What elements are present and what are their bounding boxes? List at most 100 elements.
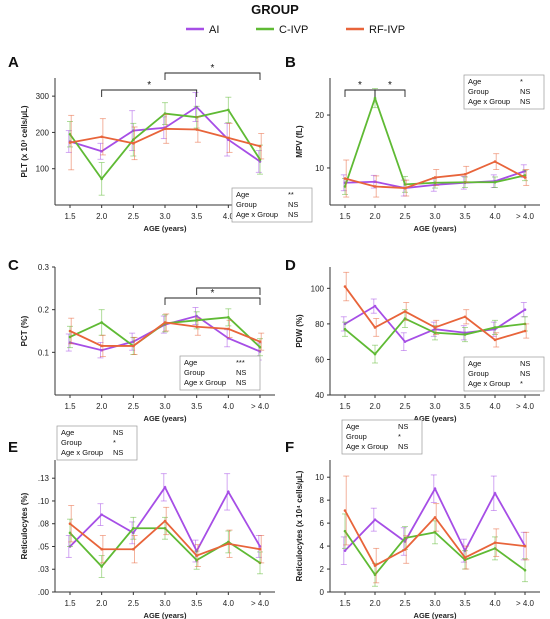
x-tick-label: > 4.0: [251, 599, 270, 608]
x-tick-label: 2.5: [128, 402, 140, 411]
x-tick-label: 3.0: [159, 212, 171, 221]
data-point: [523, 568, 527, 572]
stats-box: [179, 355, 261, 391]
y-tick-label: .13: [38, 474, 50, 483]
significance-mark: *: [358, 80, 362, 91]
data-point: [163, 526, 167, 530]
significance-mark: *: [147, 80, 151, 91]
stats-label: Age: [468, 77, 481, 86]
stats-label: Group: [184, 368, 205, 377]
data-point: [433, 176, 437, 179]
stats-label: Age x Group: [236, 210, 278, 219]
stats-value: NS: [288, 210, 298, 219]
x-tick-label: 3.0: [159, 402, 171, 411]
data-point: [195, 554, 198, 557]
x-tick-label: 4.0: [489, 402, 501, 411]
y-tick-label: 200: [36, 128, 50, 137]
data-point: [463, 315, 467, 319]
y-axis-label: PLT (x 10³ cells/µL): [20, 105, 29, 177]
series-rf-ivp: [343, 475, 530, 584]
data-point: [68, 329, 72, 333]
data-point: [403, 340, 407, 343]
series-rf-ivp: [68, 113, 265, 171]
y-axis-label: MPV (fL): [295, 125, 304, 158]
panel-letter: C: [8, 257, 19, 274]
significance-mark: *: [211, 288, 215, 299]
legend-label-rf-ivp: RF-IVP: [369, 24, 405, 36]
stats-value: *: [113, 438, 116, 447]
significance-bracket: [164, 297, 261, 305]
significance-bracket: [196, 287, 261, 295]
data-point: [373, 352, 377, 356]
data-point: [163, 519, 167, 523]
x-tick-label: 2.5: [399, 599, 411, 608]
data-point: [258, 345, 262, 349]
data-point: [227, 540, 230, 544]
panel-C: C 0.1 0.2 0.3 1.5 2.0 2.5 3.0 3.5 4.0 > 4.0 AGE (ye…: [8, 257, 275, 423]
stats-value: NS: [113, 428, 123, 437]
data-point: [343, 529, 347, 533]
stats-label: Age: [61, 428, 74, 437]
x-tick-label: > 4.0: [516, 599, 535, 608]
stats-value: **: [288, 190, 294, 199]
data-point: [523, 176, 527, 179]
x-tick-label: 2.5: [399, 212, 411, 221]
significance-mark: *: [211, 63, 215, 74]
stats-value: NS: [113, 448, 123, 457]
data-point: [343, 285, 347, 288]
data-point: [343, 509, 347, 512]
y-tick-label: 80: [315, 320, 324, 329]
data-point: [343, 327, 347, 331]
data-point: [163, 486, 167, 489]
data-point: [68, 522, 72, 526]
series-line: [344, 95, 526, 187]
x-tick-label: 3.0: [429, 599, 441, 608]
data-point: [100, 348, 103, 352]
data-point: [343, 185, 347, 188]
data-point: [163, 321, 167, 324]
data-point: [433, 331, 437, 335]
x-tick-label: 3.0: [429, 402, 441, 411]
data-point: [68, 141, 72, 144]
y-tick-label: 6: [320, 519, 325, 528]
data-point: [227, 136, 230, 140]
data-point: [373, 326, 377, 329]
stats-label: Group: [468, 87, 489, 96]
data-point: [227, 316, 230, 319]
data-point: [258, 545, 262, 548]
data-point: [433, 487, 437, 490]
significance-mark: *: [388, 80, 392, 91]
x-tick-label: 3.5: [191, 402, 203, 411]
data-point: [258, 547, 262, 551]
y-tick-label: 0.1: [38, 348, 50, 357]
x-tick-label: 3.5: [191, 212, 203, 221]
x-tick-label: 1.5: [339, 599, 351, 608]
data-point: [195, 558, 198, 562]
stats-value: NS: [520, 97, 530, 106]
data-point: [258, 144, 262, 148]
data-point: [68, 531, 72, 535]
data-point: [523, 329, 527, 333]
y-tick-label: 40: [315, 391, 324, 400]
series-rf-ivp: [343, 271, 530, 348]
x-tick-label: 1.5: [64, 212, 76, 221]
data-point: [100, 177, 103, 181]
data-point: [100, 513, 103, 516]
data-point: [195, 128, 198, 131]
data-point: [132, 138, 135, 141]
data-point: [403, 536, 407, 540]
data-point: [227, 108, 230, 112]
x-tick-label: > 4.0: [516, 402, 535, 411]
panel-letter: D: [285, 257, 296, 274]
series-rf-ivp: [343, 153, 530, 198]
y-tick-label: 60: [315, 355, 324, 364]
data-point: [373, 564, 377, 567]
y-tick-label: 0.3: [38, 263, 50, 272]
y-tick-label: 4: [320, 542, 325, 551]
stats-value: ***: [236, 358, 245, 367]
stats-label: Age: [184, 358, 197, 367]
x-axis-label: AGE (years): [414, 414, 457, 423]
significance-bracket: [101, 89, 198, 97]
